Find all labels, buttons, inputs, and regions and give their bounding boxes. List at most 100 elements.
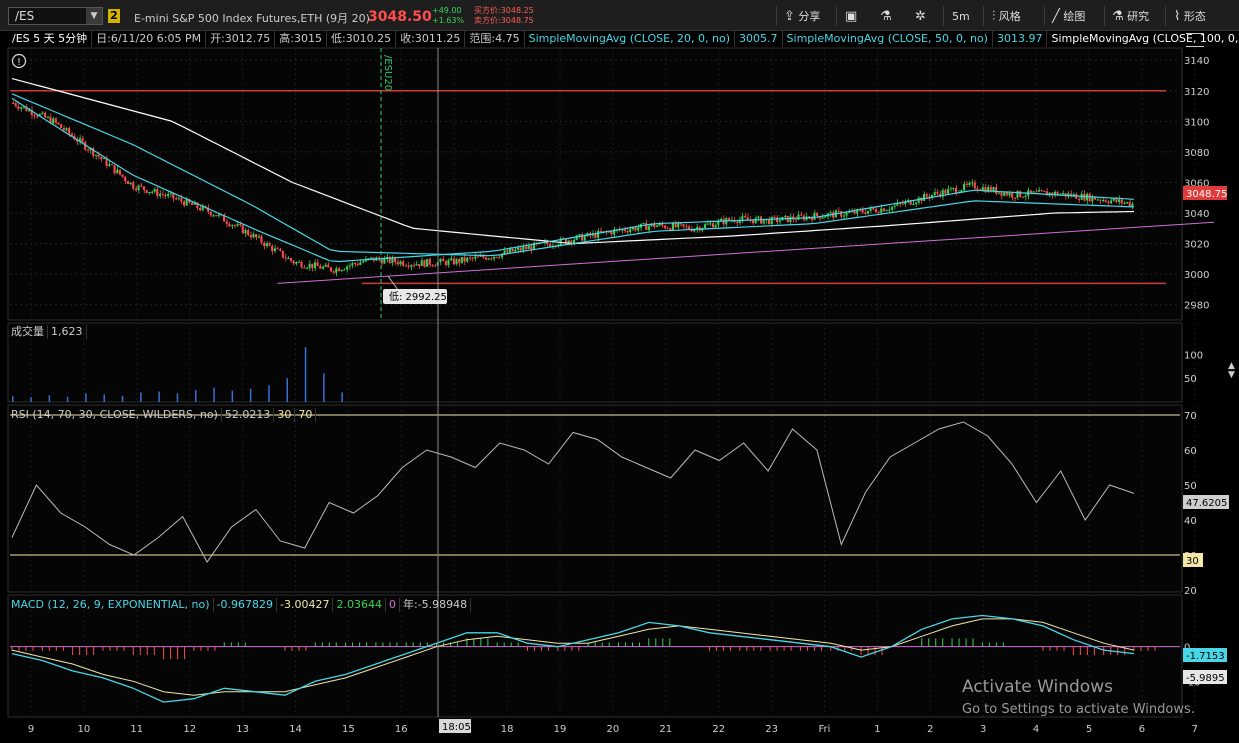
candle-body (514, 249, 517, 252)
patterns-button[interactable]: ⌇ 形态 (1174, 7, 1206, 27)
symbol-text: /ES (15, 9, 35, 23)
candle-body (922, 193, 926, 201)
candle-body (169, 193, 172, 195)
share-button[interactable]: ⇪ 分享 (784, 7, 820, 27)
candle-body (594, 233, 597, 238)
candle-body (1008, 192, 1011, 196)
candle-body (388, 256, 391, 263)
candle-body (452, 258, 455, 265)
candle-body (1069, 193, 1072, 197)
x-tick-label: 11 (130, 724, 143, 735)
style-label: 风格 (998, 10, 1021, 23)
settings-button[interactable]: ✲ (915, 7, 926, 27)
candle-body (25, 106, 28, 112)
candle-body (156, 189, 159, 196)
candle-body (76, 139, 79, 142)
candle-body (1019, 190, 1022, 197)
candle-body (613, 229, 616, 235)
toolbar-divider (1044, 6, 1045, 26)
candle-body (41, 112, 44, 114)
candle-body (94, 154, 97, 156)
candle-body (442, 258, 445, 262)
candle-body (548, 244, 552, 247)
rsi-tick-label: 50 (1184, 481, 1197, 492)
candle-body (1101, 200, 1105, 202)
volume-tick-label: 100 (1184, 350, 1203, 361)
chevron-down-icon[interactable]: ▼ (86, 8, 102, 24)
ma50-label[interactable]: SimpleMovingAvg (CLOSE, 50, 0, no) (783, 31, 993, 47)
ma20-label[interactable]: SimpleMovingAvg (CLOSE, 20, 0, no) (525, 31, 736, 47)
candle-body (629, 229, 632, 233)
flask-button[interactable]: ⚗ (880, 7, 892, 27)
candle-body (150, 191, 153, 193)
drawing-button[interactable]: ╱ 绘图 (1052, 7, 1085, 27)
x-tick-label: 13 (236, 724, 249, 735)
volume-pane-header: 成交量 1,623 (8, 325, 87, 339)
candle-body (402, 261, 405, 266)
snapshot-button[interactable]: ▣ (845, 7, 857, 27)
candle-body (423, 260, 426, 267)
x-tick-label: 6 (1139, 724, 1145, 735)
candle-body (498, 257, 501, 259)
price-tick-label: 3120 (1184, 87, 1209, 98)
candle-body (711, 223, 714, 228)
candle-body (1083, 193, 1086, 201)
volume-label[interactable]: 成交量 (8, 325, 48, 339)
ma100-label[interactable]: SimpleMovingAvg (CLOSE, 100, 0, no) (1047, 31, 1239, 47)
candle-body (1021, 196, 1024, 198)
candle-body (231, 225, 234, 227)
candle-body (663, 225, 666, 229)
candle-body (1024, 195, 1027, 197)
candle-body (247, 229, 250, 235)
candle-body (570, 240, 573, 244)
candle-body (816, 212, 819, 217)
candle-body (997, 192, 1000, 194)
candle-body (105, 158, 108, 166)
candle-body (36, 115, 39, 117)
candle-body (455, 259, 458, 265)
candle-body (746, 217, 749, 220)
candle-body (971, 182, 974, 184)
candle-body (853, 210, 856, 214)
candle-body (86, 149, 89, 151)
candle-body (845, 212, 848, 216)
candle-body (207, 207, 210, 212)
candle-body (695, 227, 698, 230)
candle-body (1120, 199, 1123, 204)
macd-label[interactable]: MACD (12, 26, 9, EXPONENTIAL, no) (8, 598, 214, 612)
candle-body (172, 193, 175, 199)
alert-icon[interactable] (11, 53, 27, 69)
candle-body (1029, 190, 1032, 193)
macd-value: -0.967829 (214, 598, 277, 612)
candle-body (690, 229, 693, 232)
timeframe-button[interactable]: 5m (952, 7, 970, 27)
candle-body (351, 263, 354, 266)
candle-body (215, 215, 218, 217)
candle-body (1077, 198, 1080, 200)
candle-body (166, 194, 170, 197)
x-tick-label: 1 (874, 724, 880, 735)
price-tick-label: 3100 (1184, 117, 1209, 128)
studies-button[interactable]: ⚗ 研究 (1112, 7, 1149, 27)
candle-body (647, 226, 650, 230)
candle-body (578, 234, 581, 236)
candle-body (626, 231, 629, 233)
symbol-input[interactable]: /ES ▼ (8, 7, 103, 25)
rsi-label[interactable]: RSI (14, 70, 30, CLOSE, WILDERS, no) (8, 408, 222, 422)
scale-arrows-icon[interactable]: ▲ ▼ (1228, 361, 1235, 380)
rsi-pane-bg (7, 404, 1183, 593)
style-button[interactable]: ⫶ 风格 (992, 7, 1021, 27)
link-badge[interactable]: 2 (108, 9, 120, 23)
rsi-tick-label: 40 (1184, 516, 1197, 527)
candle-body (479, 255, 482, 257)
candle-body (12, 103, 15, 105)
collapse-icon[interactable] (1186, 33, 1204, 47)
candle-body (476, 256, 479, 258)
candle-body (597, 230, 600, 238)
candle-body (236, 224, 239, 226)
candle-body (599, 230, 602, 233)
candle-body (102, 158, 105, 160)
candle-body (869, 207, 872, 211)
